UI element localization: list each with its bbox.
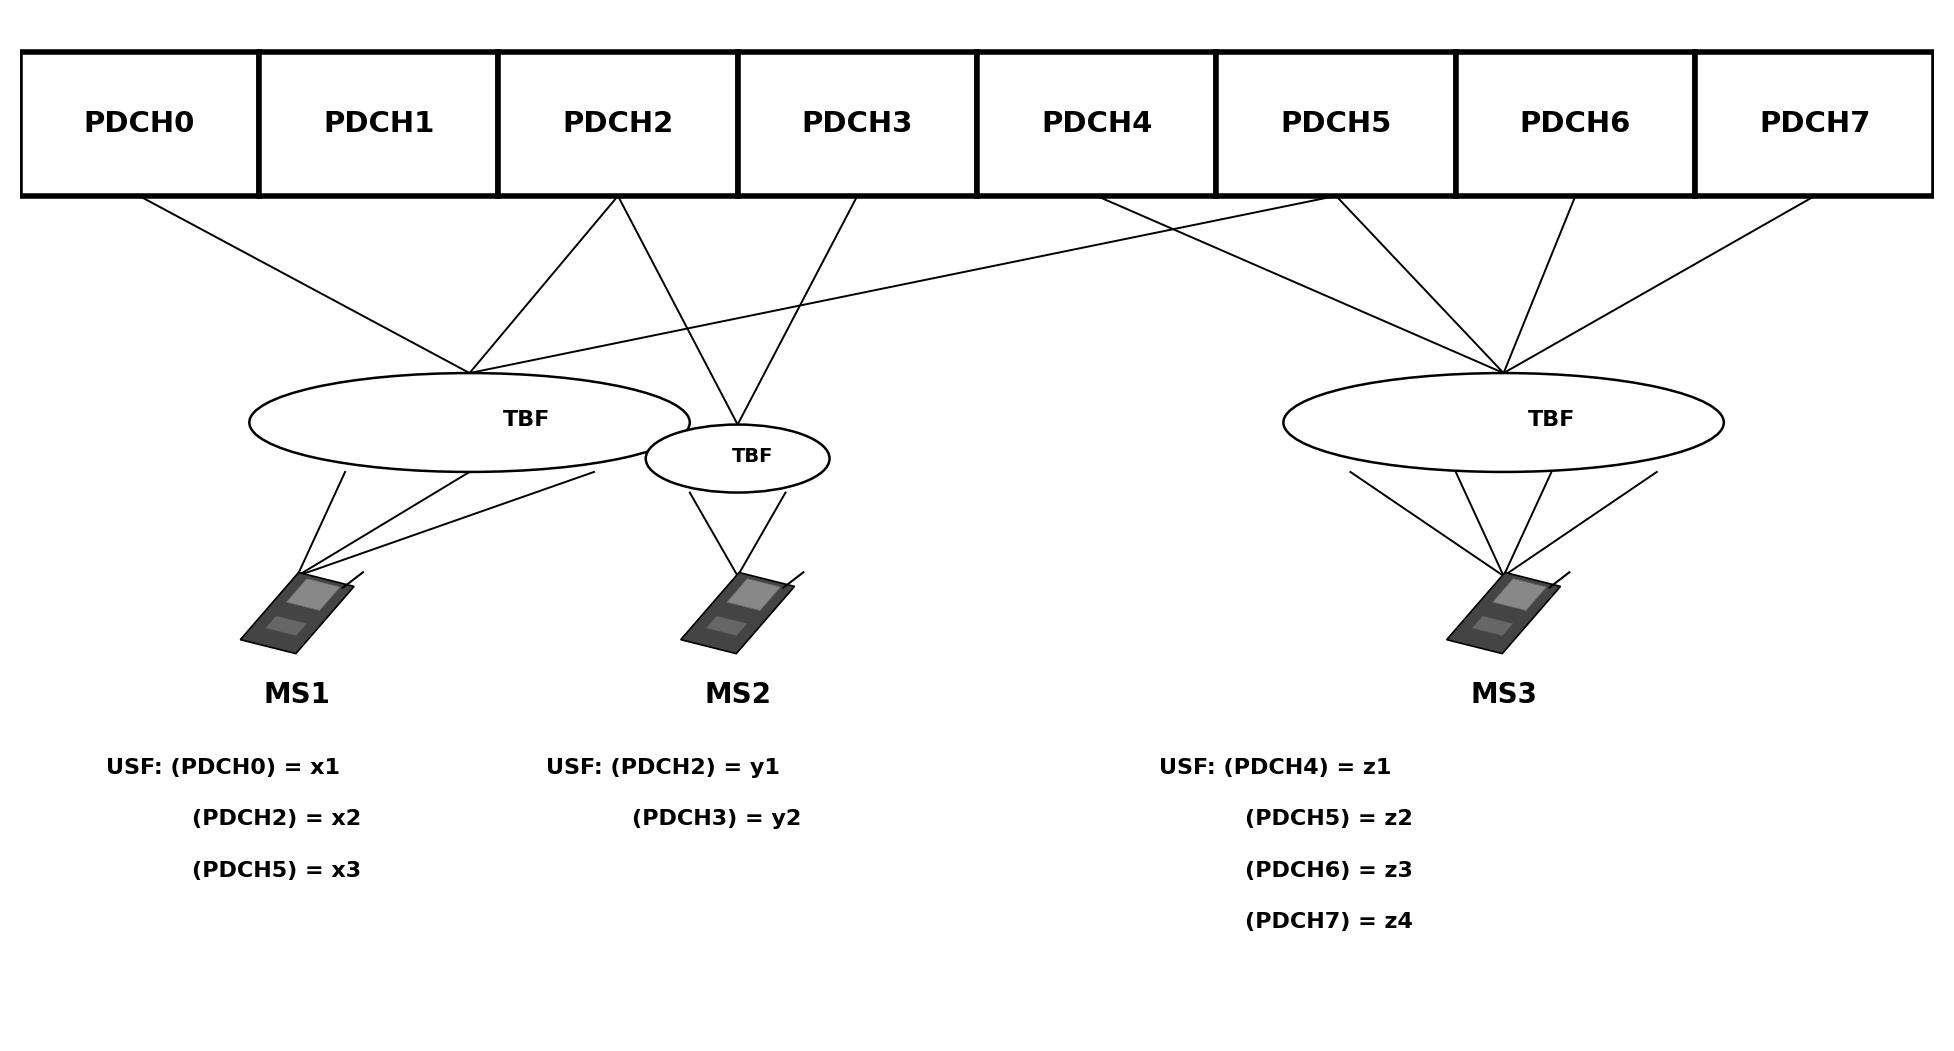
Text: PDCH1: PDCH1: [322, 109, 434, 138]
Text: USF: (PDCH4) = z1: USF: (PDCH4) = z1: [1159, 758, 1391, 778]
Text: PDCH2: PDCH2: [563, 109, 674, 138]
Text: PDCH0: PDCH0: [84, 109, 195, 138]
FancyBboxPatch shape: [1696, 51, 1934, 195]
FancyBboxPatch shape: [258, 51, 498, 195]
FancyBboxPatch shape: [498, 51, 739, 195]
Text: PDCH4: PDCH4: [1041, 109, 1153, 138]
Text: USF: (PDCH0) = x1: USF: (PDCH0) = x1: [106, 758, 340, 778]
Text: (PDCH2) = x2: (PDCH2) = x2: [191, 809, 361, 829]
Text: USF: (PDCH2) = y1: USF: (PDCH2) = y1: [547, 758, 780, 778]
Polygon shape: [705, 616, 746, 636]
Text: (PDCH5) = z2: (PDCH5) = z2: [1245, 809, 1413, 829]
Text: MS2: MS2: [703, 681, 772, 709]
Text: MS3: MS3: [1469, 681, 1538, 709]
Text: PDCH6: PDCH6: [1520, 109, 1632, 138]
Text: TBF: TBF: [733, 447, 774, 466]
Polygon shape: [727, 579, 780, 611]
Polygon shape: [240, 573, 354, 654]
Ellipse shape: [250, 373, 690, 472]
Text: PDCH7: PDCH7: [1759, 109, 1870, 138]
Text: (PDCH6) = z3: (PDCH6) = z3: [1245, 861, 1413, 881]
Ellipse shape: [1284, 373, 1723, 472]
FancyBboxPatch shape: [739, 51, 977, 195]
Polygon shape: [1446, 573, 1561, 654]
FancyBboxPatch shape: [20, 51, 258, 195]
Polygon shape: [1471, 616, 1512, 636]
Ellipse shape: [645, 425, 830, 493]
Polygon shape: [680, 573, 795, 654]
FancyBboxPatch shape: [1215, 51, 1456, 195]
Text: (PDCH7) = z4: (PDCH7) = z4: [1245, 912, 1413, 932]
FancyBboxPatch shape: [977, 51, 1215, 195]
Text: (PDCH3) = y2: (PDCH3) = y2: [633, 809, 801, 829]
Text: (PDCH5) = x3: (PDCH5) = x3: [191, 861, 361, 881]
Polygon shape: [266, 616, 307, 636]
Text: TBF: TBF: [1528, 411, 1575, 431]
Polygon shape: [1493, 579, 1546, 611]
Text: TBF: TBF: [504, 411, 551, 431]
Polygon shape: [287, 579, 340, 611]
Text: MS1: MS1: [264, 681, 330, 709]
Text: PDCH5: PDCH5: [1280, 109, 1391, 138]
FancyBboxPatch shape: [1456, 51, 1696, 195]
Text: PDCH3: PDCH3: [801, 109, 913, 138]
